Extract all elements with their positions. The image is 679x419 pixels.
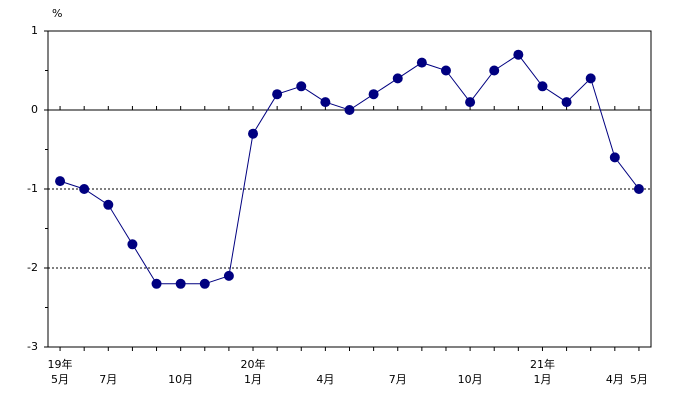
y-tick-label: -2 xyxy=(27,261,38,274)
point xyxy=(175,278,186,289)
y-tick-label: -1 xyxy=(27,182,38,195)
x-tick-label: 7月 xyxy=(389,373,407,386)
y-tick-label: 0 xyxy=(31,103,38,116)
point xyxy=(537,81,548,92)
line xyxy=(59,54,640,285)
x-tick-label: 10月 xyxy=(458,373,483,386)
point xyxy=(489,65,500,76)
point xyxy=(392,73,403,84)
point xyxy=(440,65,451,76)
point xyxy=(344,105,355,115)
x-tick-label: 7月 xyxy=(99,373,117,386)
point xyxy=(79,184,90,194)
point xyxy=(465,97,476,108)
y-tick-label: -3 xyxy=(27,340,38,353)
x-tick-label: 1月 xyxy=(533,373,551,386)
point xyxy=(248,128,259,139)
x-year-label: 21年 xyxy=(530,357,555,371)
point xyxy=(272,89,283,100)
point xyxy=(561,97,572,108)
point xyxy=(223,270,234,281)
point xyxy=(151,278,162,289)
point xyxy=(199,278,210,289)
point xyxy=(103,199,114,210)
point xyxy=(55,176,66,187)
x-tick-label: 5月 xyxy=(630,373,648,386)
y-unit: % xyxy=(52,7,62,20)
x-year-label: 20年 xyxy=(241,357,266,371)
point xyxy=(633,184,644,194)
point xyxy=(585,73,596,84)
x-tick-label: 10月 xyxy=(168,373,193,386)
x-tick-label: 4月 xyxy=(606,373,624,386)
x-year-label: 19年 xyxy=(48,357,73,371)
point xyxy=(127,239,138,250)
x-tick-label: 4月 xyxy=(316,373,334,386)
x-tick-label: 5月 xyxy=(51,373,69,386)
y-tick-label: 1 xyxy=(31,24,38,37)
point xyxy=(609,152,620,163)
point xyxy=(513,49,524,60)
point xyxy=(368,89,379,100)
x-tick-label: 1月 xyxy=(244,373,262,386)
point xyxy=(416,57,427,68)
point xyxy=(320,97,331,108)
point xyxy=(296,81,307,92)
